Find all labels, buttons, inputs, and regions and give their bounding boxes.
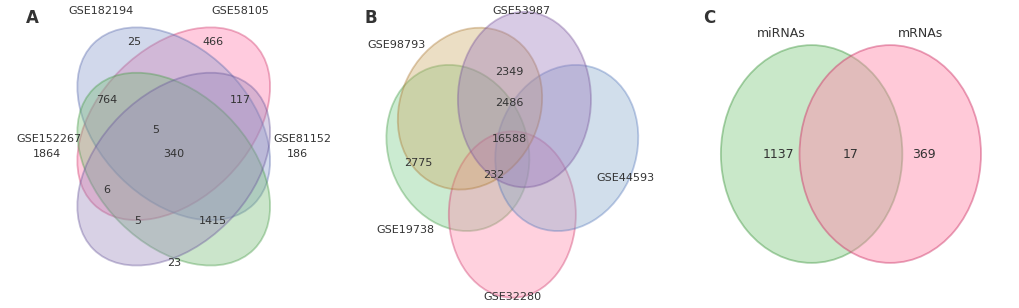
Text: 186: 186 xyxy=(287,149,308,159)
Ellipse shape xyxy=(77,27,270,220)
Text: GSE44593: GSE44593 xyxy=(596,173,654,183)
Ellipse shape xyxy=(397,28,542,189)
Text: A: A xyxy=(25,9,39,27)
Text: 369: 369 xyxy=(911,148,934,160)
Text: GSE19738: GSE19738 xyxy=(376,225,434,235)
Ellipse shape xyxy=(77,73,270,265)
Text: miRNAs: miRNAs xyxy=(756,26,805,39)
Ellipse shape xyxy=(386,65,529,231)
Text: 2486: 2486 xyxy=(494,98,523,107)
Text: 16588: 16588 xyxy=(491,134,527,144)
Ellipse shape xyxy=(77,73,270,265)
Text: 5: 5 xyxy=(133,216,141,225)
Text: 117: 117 xyxy=(229,95,251,104)
Text: GSE152267: GSE152267 xyxy=(16,134,82,144)
Text: 466: 466 xyxy=(202,37,223,47)
Text: 764: 764 xyxy=(97,95,117,104)
Text: 5: 5 xyxy=(152,125,159,135)
Text: GSE81152: GSE81152 xyxy=(273,134,330,144)
Ellipse shape xyxy=(720,45,902,263)
Text: C: C xyxy=(702,9,714,27)
Text: 6: 6 xyxy=(104,185,111,195)
Text: B: B xyxy=(364,9,376,27)
Text: GSE32280: GSE32280 xyxy=(483,292,541,302)
Text: GSE98793: GSE98793 xyxy=(367,40,425,50)
Text: 1137: 1137 xyxy=(762,148,794,160)
Text: 23: 23 xyxy=(166,258,180,268)
Text: 25: 25 xyxy=(127,37,142,47)
Ellipse shape xyxy=(77,27,270,220)
Text: 2775: 2775 xyxy=(404,158,432,168)
Text: GSE182194: GSE182194 xyxy=(68,6,133,16)
Text: 340: 340 xyxy=(163,149,184,159)
Text: 17: 17 xyxy=(842,148,858,160)
Text: 1864: 1864 xyxy=(33,149,61,159)
Ellipse shape xyxy=(448,131,576,298)
Text: mRNAs: mRNAs xyxy=(897,26,943,39)
Text: GSE53987: GSE53987 xyxy=(492,6,550,16)
Text: 232: 232 xyxy=(483,170,504,180)
Ellipse shape xyxy=(495,65,638,231)
Text: 2349: 2349 xyxy=(494,67,523,77)
Ellipse shape xyxy=(799,45,980,263)
Text: 1415: 1415 xyxy=(199,216,227,225)
Text: GSE58105: GSE58105 xyxy=(211,6,269,16)
Ellipse shape xyxy=(458,12,590,187)
